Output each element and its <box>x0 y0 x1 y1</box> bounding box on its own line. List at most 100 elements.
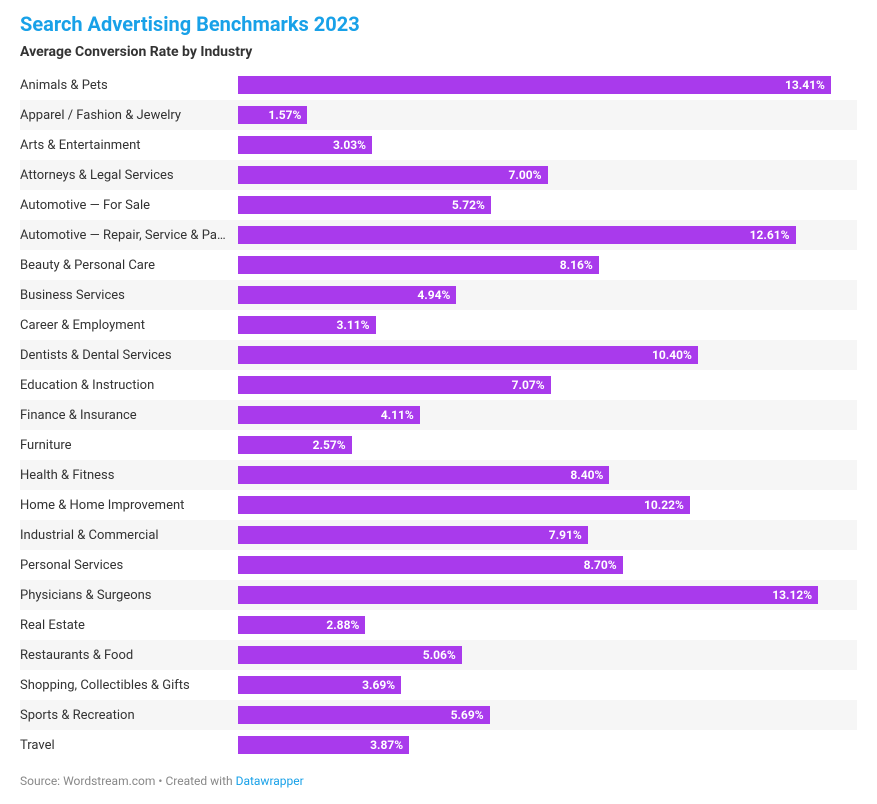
row-label: Arts & Entertainment <box>20 138 238 153</box>
row-label: Travel <box>20 738 238 753</box>
chart-row: Finance & Insurance 4.11% <box>20 400 857 430</box>
row-label: Shopping, Collectibles & Gifts <box>20 678 238 693</box>
row-value-label: 3.87% <box>370 738 403 752</box>
row-bar-track: 1.57% <box>238 106 857 124</box>
row-bar: 8.70% <box>238 556 623 574</box>
row-bar: 8.16% <box>238 256 599 274</box>
row-value-label: 7.91% <box>549 528 582 542</box>
row-bar: 7.00% <box>238 166 548 184</box>
row-value-label: 13.41% <box>785 78 825 92</box>
row-value-label: 7.00% <box>508 168 541 182</box>
row-bar-track: 5.69% <box>238 706 857 724</box>
row-label: Animals & Pets <box>20 78 238 93</box>
row-bar: 10.40% <box>238 346 698 364</box>
chart-footer: Source: Wordstream.com • Created with Da… <box>20 774 857 788</box>
row-label: Attorneys & Legal Services <box>20 168 238 183</box>
row-bar-track: 3.87% <box>238 736 857 754</box>
row-label: Beauty & Personal Care <box>20 258 238 273</box>
chart-row: Career & Employment 3.11% <box>20 310 857 340</box>
row-bar-track: 10.22% <box>238 496 857 514</box>
chart-row: Dentists & Dental Services 10.40% <box>20 340 857 370</box>
row-label: Career & Employment <box>20 318 238 333</box>
row-value-label: 10.40% <box>652 348 692 362</box>
row-label: Apparel / Fashion & Jewelry <box>20 108 238 123</box>
row-value-label: 3.11% <box>336 318 369 332</box>
chart-row: Shopping, Collectibles & Gifts 3.69% <box>20 670 857 700</box>
chart-row: Physicians & Surgeons13.12% <box>20 580 857 610</box>
chart-container: Search Advertising Benchmarks 2023 Avera… <box>0 0 877 804</box>
chart-row: Restaurants & Food5.06% <box>20 640 857 670</box>
chart-row: Automotive — Repair, Service & Parts 12.6… <box>20 220 857 250</box>
row-label: Restaurants & Food <box>20 648 238 663</box>
row-bar: 7.07% <box>238 376 551 394</box>
row-bar: 3.03% <box>238 136 372 154</box>
row-bar: 2.57% <box>238 436 352 454</box>
chart-row: Home & Home Improvement10.22% <box>20 490 857 520</box>
chart-row: Business Services4.94% <box>20 280 857 310</box>
row-value-label: 4.11% <box>381 408 414 422</box>
chart-row: Health & Fitness 8.40% <box>20 460 857 490</box>
row-bar: 5.06% <box>238 646 462 664</box>
footer-tool-link[interactable]: Datawrapper <box>236 774 304 788</box>
row-value-label: 5.69% <box>451 708 484 722</box>
row-bar-track: 3.11% <box>238 316 857 334</box>
row-bar-track: 8.16% <box>238 256 857 274</box>
row-value-label: 1.57% <box>268 108 301 122</box>
chart-row: Automotive — For Sale 5.72% <box>20 190 857 220</box>
row-label: Automotive — For Sale <box>20 198 238 213</box>
row-bar-track: 5.06% <box>238 646 857 664</box>
row-label: Business Services <box>20 288 238 303</box>
row-label: Dentists & Dental Services <box>20 348 238 363</box>
row-bar: 7.91% <box>238 526 588 544</box>
row-bar-track: 3.03% <box>238 136 857 154</box>
row-bar-track: 8.40% <box>238 466 857 484</box>
chart-rows: Animals & Pets 13.41% Apparel / Fashion & … <box>20 70 857 760</box>
row-bar: 12.61% <box>238 226 796 244</box>
footer-created-prefix: Created with <box>165 774 235 788</box>
row-value-label: 8.40% <box>570 468 603 482</box>
row-value-label: 3.69% <box>362 678 395 692</box>
row-label: Real Estate <box>20 618 238 633</box>
row-bar: 8.40% <box>238 466 609 484</box>
row-bar-track: 3.69% <box>238 676 857 694</box>
chart-row: Apparel / Fashion & Jewelry 1.57% <box>20 100 857 130</box>
footer-source-name: Wordstream.com <box>63 774 155 788</box>
row-bar: 13.12% <box>238 586 818 604</box>
row-value-label: 5.72% <box>452 198 485 212</box>
row-bar-track: 7.00% <box>238 166 857 184</box>
row-label: Finance & Insurance <box>20 408 238 423</box>
row-bar-track: 2.57% <box>238 436 857 454</box>
row-value-label: 12.61% <box>750 228 790 242</box>
row-value-label: 2.88% <box>326 618 359 632</box>
chart-row: Personal Services8.70% <box>20 550 857 580</box>
row-bar-track: 10.40% <box>238 346 857 364</box>
row-bar: 5.72% <box>238 196 491 214</box>
chart-title: Search Advertising Benchmarks 2023 <box>20 12 857 36</box>
row-label: Health & Fitness <box>20 468 238 483</box>
row-bar-track: 4.11% <box>238 406 857 424</box>
row-bar-track: 12.61% <box>238 226 857 244</box>
row-value-label: 8.16% <box>560 258 593 272</box>
row-bar: 13.41% <box>238 76 831 94</box>
row-label: Automotive — Repair, Service & Parts <box>20 228 238 243</box>
row-bar: 4.94% <box>238 286 456 304</box>
row-value-label: 13.12% <box>772 588 812 602</box>
chart-row: Real Estate 2.88% <box>20 610 857 640</box>
footer-separator: • <box>155 774 165 788</box>
row-label: Education & Instruction <box>20 378 238 393</box>
row-bar: 1.57% <box>238 106 307 124</box>
chart-row: Furniture2.57% <box>20 430 857 460</box>
row-bar-track: 4.94% <box>238 286 857 304</box>
chart-row: Industrial & Commercial7.91% <box>20 520 857 550</box>
row-bar-track: 13.12% <box>238 586 857 604</box>
row-value-label: 7.07% <box>512 378 545 392</box>
row-label: Sports & Recreation <box>20 708 238 723</box>
row-bar-track: 13.41% <box>238 76 857 94</box>
row-bar: 10.22% <box>238 496 690 514</box>
row-bar-track: 5.72% <box>238 196 857 214</box>
footer-source-prefix: Source: <box>20 774 63 788</box>
chart-row: Education & Instruction 7.07% <box>20 370 857 400</box>
row-bar: 4.11% <box>238 406 420 424</box>
chart-row: Attorneys & Legal Services 7.00% <box>20 160 857 190</box>
row-bar-track: 7.07% <box>238 376 857 394</box>
